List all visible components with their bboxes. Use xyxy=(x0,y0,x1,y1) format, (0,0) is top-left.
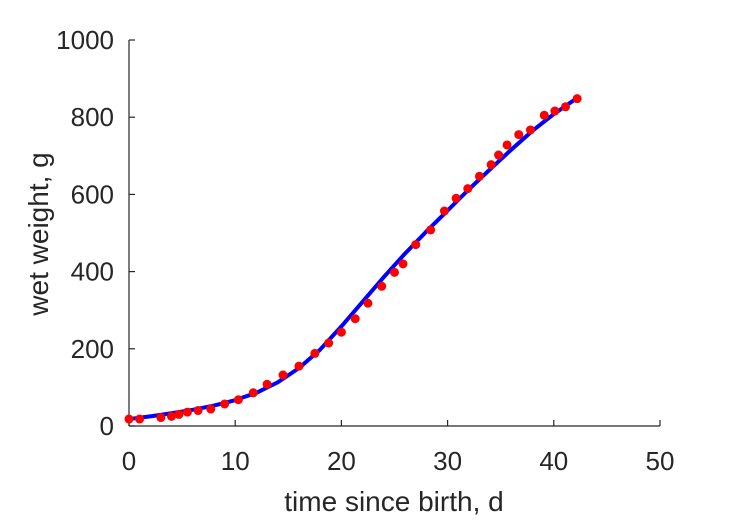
data-point xyxy=(206,404,216,414)
data-point xyxy=(474,171,484,181)
fit-line xyxy=(127,97,578,422)
x-tick-label: 0 xyxy=(122,446,136,476)
x-axis-label: time since birth, d xyxy=(284,486,503,517)
y-tick-label: 400 xyxy=(71,257,114,287)
y-tick-label: 200 xyxy=(71,334,114,364)
data-point xyxy=(525,125,535,135)
data-point xyxy=(398,259,408,269)
data-point xyxy=(451,193,461,203)
data-point xyxy=(324,338,334,348)
data-point xyxy=(377,281,387,291)
data-point xyxy=(560,102,570,112)
data-point xyxy=(502,140,512,150)
data-point xyxy=(426,225,436,235)
y-tick-label: 800 xyxy=(71,102,114,132)
y-tick-label: 600 xyxy=(71,179,114,209)
x-tick-label: 10 xyxy=(221,446,250,476)
data-point xyxy=(514,130,524,140)
tick-labels: 0 10 20 30 40 50 0 200 400 600 800 1000 xyxy=(56,25,674,476)
data-point xyxy=(439,206,449,216)
x-tick-label: 50 xyxy=(646,446,675,476)
data-point xyxy=(182,407,192,417)
axes xyxy=(128,39,661,427)
data-point xyxy=(572,94,582,104)
data-point xyxy=(248,388,258,398)
data-point xyxy=(233,395,243,405)
data-point xyxy=(350,314,360,324)
data-point xyxy=(494,150,504,160)
y-tick-label: 0 xyxy=(100,411,114,441)
y-tick-label: 1000 xyxy=(56,25,114,55)
y-axis-label: wet weight, g xyxy=(23,152,54,316)
data-point xyxy=(550,106,560,116)
data-point xyxy=(124,414,134,424)
data-point xyxy=(135,414,145,424)
data-point xyxy=(539,110,549,120)
x-tick-label: 20 xyxy=(327,446,356,476)
data-point xyxy=(463,184,473,194)
data-point xyxy=(278,370,288,380)
observation-points xyxy=(124,94,582,424)
x-tick-label: 40 xyxy=(539,446,568,476)
fit-line-series xyxy=(127,97,578,422)
data-point xyxy=(166,411,176,421)
data-point xyxy=(174,409,184,419)
data-point xyxy=(310,348,320,358)
data-point xyxy=(262,379,272,389)
data-point xyxy=(363,298,373,308)
data-point xyxy=(336,327,346,337)
x-tick-label: 30 xyxy=(433,446,462,476)
data-point xyxy=(486,160,496,170)
data-point xyxy=(294,361,304,371)
data-point xyxy=(193,406,203,416)
data-point xyxy=(220,399,230,409)
data-point xyxy=(156,413,166,423)
data-point xyxy=(390,267,399,277)
data-point xyxy=(411,240,421,250)
